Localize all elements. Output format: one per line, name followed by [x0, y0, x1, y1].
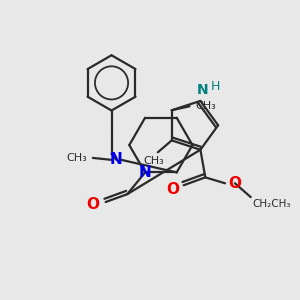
Text: CH₃: CH₃ — [66, 153, 87, 163]
Text: O: O — [87, 196, 100, 211]
Text: O: O — [228, 176, 241, 191]
Text: CH₂CH₃: CH₂CH₃ — [253, 199, 291, 209]
Text: CH₃: CH₃ — [195, 101, 216, 111]
Text: N: N — [110, 152, 123, 167]
Text: CH₃: CH₃ — [144, 156, 164, 166]
Text: O: O — [167, 182, 180, 197]
Text: H: H — [210, 80, 220, 93]
Text: N: N — [196, 83, 208, 97]
Text: N: N — [139, 165, 152, 180]
